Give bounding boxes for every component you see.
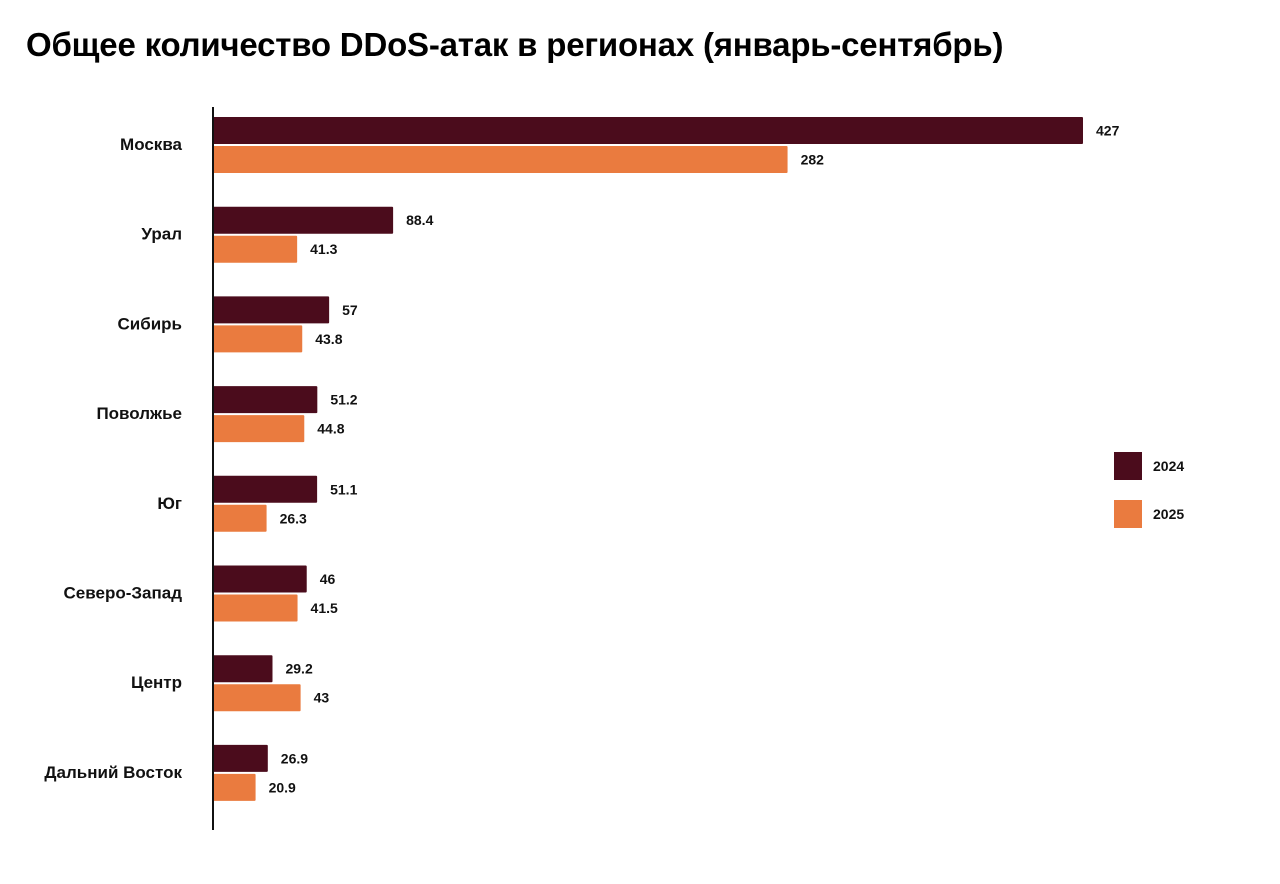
bar-2025 [213,325,303,353]
bar-2024 [213,386,318,414]
bar-2025 [213,415,305,443]
data-label-2024: 26.9 [281,750,308,766]
bar-2025 [213,504,267,532]
bar-2024 [213,744,268,772]
data-label-2024: 88.4 [406,212,433,228]
category-label: Юг [157,494,182,513]
data-label-2024: 57 [342,302,358,318]
category-label: Поволжье [96,404,182,423]
category-label: Урал [141,225,182,244]
bar-2025 [213,235,298,263]
category-label: Сибирь [117,314,182,333]
data-label-2024: 29.2 [285,661,312,677]
legend-label-2024: 2024 [1153,458,1184,474]
bar-2024 [213,655,273,683]
bar-2024 [213,475,318,503]
legend-swatch-2024 [1114,452,1142,480]
data-label-2025: 41.3 [310,241,337,257]
data-label-2024: 46 [320,571,336,587]
chart-title: Общее количество DDoS-атак в регионах (я… [26,26,1004,63]
data-label-2025: 41.5 [311,600,338,616]
data-label-2025: 44.8 [317,421,344,437]
bar-2025 [213,773,256,801]
bar-2025 [213,146,788,173]
bar-2024 [213,565,307,593]
bar-2024 [213,117,1083,144]
bar-2024 [213,206,394,234]
category-label: Северо-Запад [64,584,183,603]
bar-2024 [213,296,330,324]
data-label-2024: 51.2 [330,392,357,408]
category-label: Центр [131,673,182,692]
bar-2025 [213,684,301,712]
data-label-2024: 51.1 [330,481,357,497]
data-label-2025: 20.9 [269,779,296,795]
data-label-2025: 26.3 [280,510,307,526]
category-label: Москва [120,135,183,154]
data-label-2025: 43.8 [315,331,342,347]
legend-swatch-2025 [1114,500,1142,528]
data-label-2024: 427 [1096,123,1120,139]
legend-label-2025: 2025 [1153,506,1184,522]
category-label: Дальний Восток [44,763,182,782]
data-label-2025: 282 [801,152,825,168]
bar-2025 [213,594,298,622]
data-label-2025: 43 [314,690,330,706]
